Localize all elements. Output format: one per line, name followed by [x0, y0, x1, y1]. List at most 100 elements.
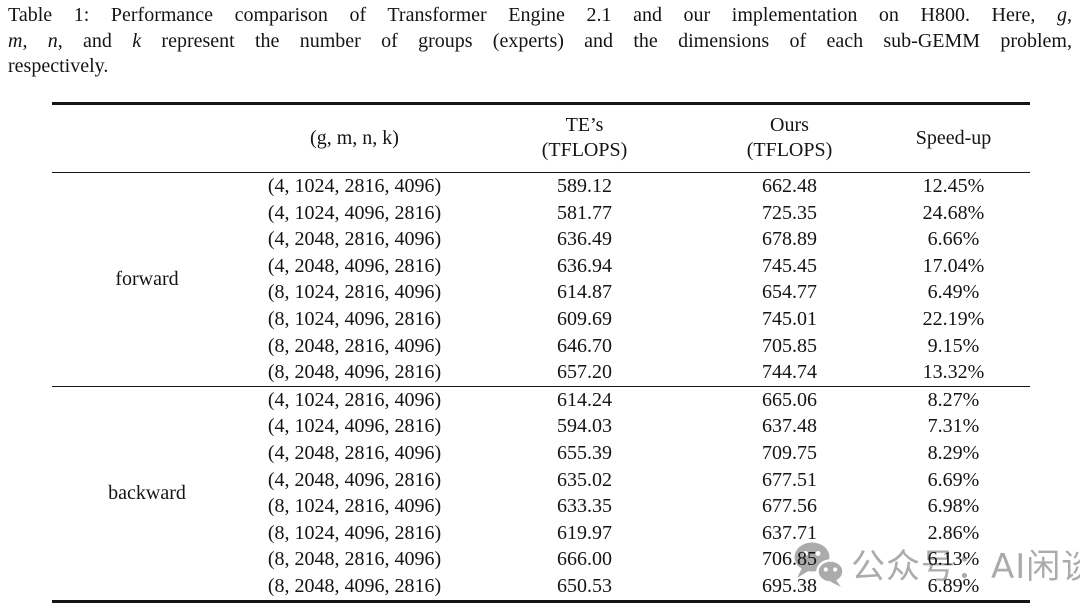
group-backward: backward (4, 1024, 2816, 4096) 614.24 66…	[52, 386, 1030, 601]
cell-te: 657.20	[557, 361, 612, 384]
cell-config: (4, 1024, 2816, 4096)	[267, 175, 442, 197]
cell-config: (8, 2048, 2816, 4096)	[267, 548, 442, 571]
cell-speedup: 6.66%	[927, 228, 980, 251]
table-row: (8, 1024, 4096, 2816) 619.97 637.71 2.86…	[52, 520, 1030, 547]
cell-speedup: 8.29%	[927, 441, 980, 464]
cell-ours: 705.85	[762, 334, 817, 357]
cell-te: 655.39	[557, 441, 612, 464]
cell-speedup: 6.69%	[927, 468, 980, 491]
cell-config: (4, 1024, 4096, 2816)	[267, 415, 442, 438]
cell-speedup: 6.89%	[927, 574, 980, 597]
header-speedup: Speed-up	[915, 126, 992, 149]
table-row: (4, 2048, 4096, 2816) 636.94 745.45 17.0…	[52, 253, 1030, 280]
watermark-text: 公众号：AI闲谈	[851, 547, 1080, 587]
cell-te: 614.87	[557, 281, 612, 304]
cell-config: (8, 1024, 4096, 2816)	[267, 307, 442, 330]
table-row: (8, 2048, 2816, 4096) 666.00 706.85 6.13…	[52, 546, 1030, 573]
table-row: (4, 2048, 4096, 2816) 635.02 677.51 6.69…	[52, 467, 1030, 494]
cell-config: (4, 2048, 2816, 4096)	[267, 228, 442, 251]
table-row: (8, 2048, 4096, 2816) 650.53 695.38 6.89…	[52, 573, 1030, 601]
cell-te: 666.00	[557, 548, 612, 571]
wechat-icon	[792, 540, 844, 588]
cell-te: 619.97	[557, 521, 612, 544]
table-header: (g, m, n, k) TE’s (TFLOPS) Ours (TFLOPS)…	[52, 104, 1030, 173]
cell-config: (4, 1024, 4096, 2816)	[267, 201, 442, 224]
cell-ours: 745.01	[762, 307, 817, 330]
cell-ours: 662.48	[762, 175, 817, 197]
header-config: (g, m, n, k)	[310, 126, 399, 149]
table-row: (8, 2048, 4096, 2816) 657.20 744.74 13.3…	[52, 359, 1030, 386]
cell-te: 646.70	[557, 334, 612, 357]
watermark: 公众号：AI闲谈	[792, 539, 1080, 588]
cell-speedup: 22.19%	[922, 307, 985, 330]
cell-speedup: 8.27%	[927, 388, 980, 411]
cell-config: (8, 2048, 4096, 2816)	[267, 574, 442, 597]
group-forward: forward (4, 1024, 2816, 4096) 589.12 662…	[52, 173, 1030, 387]
cell-speedup: 2.86%	[927, 521, 980, 544]
cell-config: (4, 2048, 2816, 4096)	[267, 441, 442, 464]
header-row: (g, m, n, k) TE’s (TFLOPS) Ours (TFLOPS)…	[52, 104, 1030, 173]
cell-ours: 709.75	[762, 441, 817, 464]
caption-line-1: Table 1: Performance comparison of Trans…	[8, 4, 1072, 26]
table-caption: Table 1: Performance comparison of Trans…	[8, 3, 1072, 80]
cell-te: 636.49	[557, 228, 612, 251]
cell-speedup: 9.15%	[927, 334, 980, 357]
header-te: TE’s (TFLOPS)	[541, 114, 628, 161]
table-row: backward (4, 1024, 2816, 4096) 614.24 66…	[52, 386, 1030, 504]
header-empty	[52, 104, 242, 173]
cell-config: (4, 2048, 4096, 2816)	[267, 254, 442, 277]
cell-te: 636.94	[557, 254, 612, 277]
cell-config: (4, 1024, 2816, 4096)	[267, 388, 442, 411]
cell-ours: 677.51	[762, 468, 817, 491]
row-group-label-backward: backward	[108, 481, 186, 504]
cell-config: (8, 2048, 4096, 2816)	[267, 361, 442, 384]
table-row: (4, 2048, 2816, 4096) 636.49 678.89 6.66…	[52, 226, 1030, 253]
cell-ours: 745.45	[762, 254, 817, 277]
table-row: (4, 1024, 4096, 2816) 581.77 725.35 24.6…	[52, 200, 1030, 227]
caption-line-2: m, n, and k represent the number of grou…	[8, 29, 1072, 52]
cell-te: 581.77	[557, 201, 612, 224]
cell-te: 633.35	[557, 495, 612, 518]
cell-ours: 637.71	[762, 521, 817, 544]
cell-speedup: 6.13%	[927, 548, 980, 571]
cell-speedup: 6.49%	[927, 281, 980, 304]
cell-config: (4, 2048, 4096, 2816)	[267, 468, 442, 491]
row-group-label-forward: forward	[115, 268, 179, 291]
cell-ours: 654.77	[762, 281, 817, 304]
header-ours: Ours (TFLOPS)	[746, 114, 833, 161]
cell-te: 650.53	[557, 574, 612, 597]
cell-speedup: 7.31%	[927, 415, 980, 438]
cell-config: (8, 2048, 2816, 4096)	[267, 334, 442, 357]
cell-ours: 677.56	[762, 495, 817, 518]
cell-ours: 678.89	[762, 228, 817, 251]
cell-config: (8, 1024, 4096, 2816)	[267, 521, 442, 544]
cell-speedup: 13.32%	[922, 361, 985, 384]
cell-speedup: 12.45%	[922, 175, 985, 197]
table-row: (8, 1024, 2816, 4096) 633.35 677.56 6.98…	[52, 493, 1030, 520]
cell-speedup: 17.04%	[922, 254, 985, 277]
table-row: (4, 2048, 2816, 4096) 655.39 709.75 8.29…	[52, 440, 1030, 467]
table-row: (8, 1024, 4096, 2816) 609.69 745.01 22.1…	[52, 306, 1030, 333]
cell-speedup: 6.98%	[927, 495, 980, 518]
cell-ours: 637.48	[762, 415, 817, 438]
caption-line-3: respectively.	[8, 55, 109, 77]
cell-ours: 665.06	[762, 388, 817, 411]
performance-table-grid: (g, m, n, k) TE’s (TFLOPS) Ours (TFLOPS)…	[52, 102, 1030, 603]
cell-te: 614.24	[557, 388, 612, 411]
table-row: (4, 1024, 4096, 2816) 594.03 637.48 7.31…	[52, 413, 1030, 440]
cell-te: 609.69	[557, 307, 612, 330]
cell-ours: 695.38	[762, 574, 817, 597]
cell-config: (8, 1024, 2816, 4096)	[267, 495, 442, 518]
performance-table: (g, m, n, k) TE’s (TFLOPS) Ours (TFLOPS)…	[52, 102, 1030, 603]
cell-speedup: 24.68%	[922, 201, 985, 224]
table-row: (8, 1024, 2816, 4096) 614.87 654.77 6.49…	[52, 279, 1030, 306]
cell-te: 589.12	[557, 175, 612, 197]
cell-ours: 706.85	[762, 548, 817, 571]
cell-config: (8, 1024, 2816, 4096)	[267, 281, 442, 304]
table-row: forward (4, 1024, 2816, 4096) 589.12 662…	[52, 173, 1030, 290]
table-row: (8, 2048, 2816, 4096) 646.70 705.85 9.15…	[52, 333, 1030, 360]
cell-te: 594.03	[557, 415, 612, 438]
cell-ours: 744.74	[762, 361, 817, 384]
cell-te: 635.02	[557, 468, 612, 491]
cell-ours: 725.35	[762, 201, 817, 224]
